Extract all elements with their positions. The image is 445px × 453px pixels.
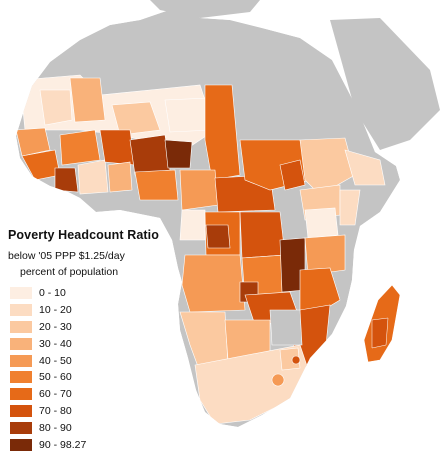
- legend-item: 0 - 10: [6, 285, 176, 302]
- arabia-no-data: [330, 18, 440, 150]
- gabon-region: [179, 209, 206, 241]
- burkina-region: [99, 129, 136, 166]
- kenya-region: [304, 207, 339, 239]
- somalia-south-region: [339, 189, 361, 226]
- legend-items: 0 - 10 10 - 20 20 - 30 30 - 40 40 - 50 50 - 6…: [6, 285, 176, 453]
- cameroon-region: [179, 169, 219, 211]
- senegal-region: [16, 127, 51, 157]
- zimbabwe-no-data: [269, 309, 303, 346]
- legend-label: 50 - 60: [39, 371, 72, 384]
- legend-label: 70 - 80: [39, 404, 72, 417]
- legend-label: 60 - 70: [39, 388, 72, 401]
- legend-item: 60 - 70: [6, 386, 176, 403]
- legend-label: 30 - 40: [39, 337, 72, 350]
- tanzania-region: [304, 234, 346, 276]
- legend-item: 70 - 80: [6, 403, 176, 420]
- ghana-region: [107, 161, 133, 193]
- drc-north-region: [239, 211, 286, 259]
- country-regions: [16, 8, 400, 427]
- legend-label: 90 - 98.27: [39, 438, 87, 451]
- madagascar-central-region: [371, 317, 389, 349]
- lesotho-region: [271, 373, 285, 387]
- congo-west-region: [205, 224, 231, 249]
- legend-swatch: [10, 421, 32, 434]
- legend-item: 50 - 60: [6, 369, 176, 386]
- liberia-region: [54, 167, 79, 193]
- angola-region: [181, 254, 246, 313]
- nigeria-south-region: [134, 169, 179, 201]
- legend-swatch: [10, 404, 32, 417]
- legend-swatch: [10, 287, 32, 300]
- legend-label: 0 - 10: [39, 287, 66, 300]
- west-sahel-region: [39, 89, 73, 126]
- europe-no-data: [150, 0, 260, 18]
- legend-unit: percent of population: [20, 266, 119, 278]
- legend-item: 30 - 40: [6, 335, 176, 352]
- legend-swatch: [10, 388, 32, 401]
- legend-swatch: [10, 371, 32, 384]
- legend-subtitle: below '05 PPP $1.25/day: [8, 250, 125, 262]
- legend-label: 40 - 50: [39, 354, 72, 367]
- legend-swatch: [10, 304, 32, 317]
- legend-item: 90 - 98.27: [6, 436, 176, 453]
- legend-label: 20 - 30: [39, 320, 72, 333]
- legend-swatch: [10, 354, 32, 367]
- legend-swatch: [10, 320, 32, 333]
- mali-south-region: [111, 101, 161, 136]
- mauritania-region: [69, 77, 106, 123]
- legend-swatch: [10, 337, 32, 350]
- legend-label: 80 - 90: [39, 421, 72, 434]
- nigeria-northeast-region: [164, 139, 193, 169]
- legend-item: 10 - 20: [6, 302, 176, 319]
- south-africa-northeast-region: [279, 347, 301, 371]
- guinea-inland-region: [59, 129, 101, 166]
- ethiopia-east-region: [344, 149, 386, 186]
- ivory-coast-region: [77, 159, 109, 195]
- legend-label: 10 - 20: [39, 304, 72, 317]
- ethiopia-region: [299, 137, 356, 196]
- legend-swatch: [10, 438, 32, 451]
- legend-item: 20 - 30: [6, 319, 176, 336]
- legend-title: Poverty Headcount Ratio: [8, 228, 159, 242]
- nigeria-north-region: [129, 134, 171, 176]
- legend: Poverty Headcount Ratio below '05 PPP $1…: [6, 228, 176, 453]
- legend-item: 40 - 50: [6, 352, 176, 369]
- sudan-east-region: [279, 159, 306, 191]
- swaziland-region: [291, 355, 301, 365]
- legend-item: 80 - 90: [6, 419, 176, 436]
